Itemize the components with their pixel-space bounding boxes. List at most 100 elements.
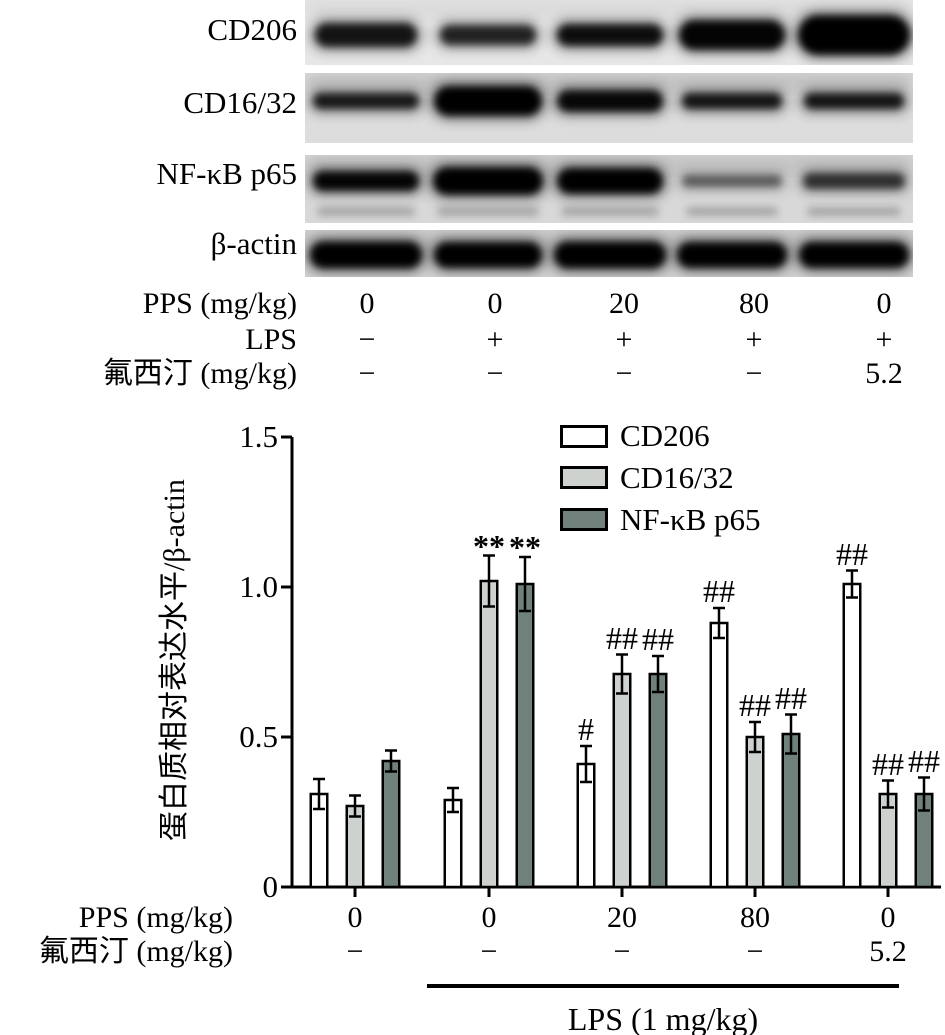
blot-band <box>682 93 782 109</box>
error-bar <box>713 606 725 640</box>
error-bar <box>846 569 858 599</box>
error-bar <box>483 554 495 608</box>
cond-flx-v3: − <box>615 357 633 390</box>
cond-lps-v4: + <box>745 323 763 356</box>
cond-flx-v1: − <box>358 357 376 390</box>
significance-annotation: # <box>578 711 594 747</box>
error-bar <box>385 749 397 773</box>
cond-row-pps-label: PPS (mg/kg) <box>142 287 297 320</box>
blot-band <box>433 167 543 195</box>
blot-band <box>677 242 787 268</box>
bar-CD16/32-g2 <box>612 672 632 889</box>
blot-band <box>434 242 542 268</box>
error-bar <box>313 777 325 811</box>
legend-label-cd206: CD206 <box>620 418 710 453</box>
legend-swatch-cd16-32 <box>560 466 608 489</box>
xrow-pps-label: PPS (mg/kg) <box>78 901 233 934</box>
blot-band-secondary <box>317 207 415 216</box>
xrow-pps-v1: 0 <box>347 901 363 934</box>
cond-flx-v4: − <box>745 357 763 390</box>
cond-pps-v2: 0 <box>487 287 503 320</box>
significance-annotation: ** <box>509 529 541 565</box>
error-bar <box>882 779 894 809</box>
cond-lps-v1: − <box>358 323 376 356</box>
blot-band <box>803 173 905 189</box>
bar-NF-κB p65-g3 <box>781 732 801 889</box>
blot-band <box>315 23 417 47</box>
cond-flx-v2: − <box>486 357 504 390</box>
blot-band <box>310 241 422 269</box>
error-bar <box>652 654 664 694</box>
blot-label-bactin: β-actin <box>210 226 297 261</box>
blot-band <box>799 242 909 268</box>
error-bar <box>580 744 592 784</box>
xrow-flx-v3: − <box>613 935 631 968</box>
cond-flx-v5: 5.2 <box>865 357 903 390</box>
blot-band <box>557 90 663 112</box>
xrow-flx-v2: − <box>480 935 498 968</box>
blot-band <box>679 20 785 50</box>
blot-band <box>798 15 910 55</box>
xrow-pps-v4: 80 <box>740 901 770 934</box>
significance-annotation: ## <box>739 687 771 723</box>
blot-band <box>434 86 542 116</box>
blot-band <box>682 175 782 187</box>
bar-CD16/32-g0 <box>345 804 365 889</box>
blot-label-cd16-32: CD16/32 <box>183 85 297 120</box>
bar-CD16/32-g1 <box>479 579 499 889</box>
significance-annotation: ## <box>642 621 674 657</box>
xrow-pps-v2: 0 <box>481 901 497 934</box>
legend-label-nfkb: NF-κB p65 <box>620 502 761 537</box>
bar-NF-κB p65-g2 <box>648 672 668 889</box>
significance-annotation: ## <box>908 742 940 779</box>
bar-CD16/32-g3 <box>745 735 765 889</box>
legend-swatch-cd206 <box>560 425 608 448</box>
blot-band <box>440 25 536 45</box>
blot-label-cd206: CD206 <box>207 12 297 47</box>
blot-band <box>313 171 419 191</box>
error-bar <box>519 555 531 613</box>
cond-row-flx-label: 氟西汀 (mg/kg) <box>102 357 297 390</box>
legend-label-cd16-32: CD16/32 <box>620 460 734 495</box>
bar-NF-κB p65-g1 <box>515 582 535 889</box>
blot-band <box>554 241 666 269</box>
error-bar <box>785 713 797 755</box>
lps-bracket-label: LPS (1 mg/kg) <box>567 1001 759 1035</box>
ytick-1-0: 1.0 <box>239 569 278 604</box>
cond-pps-v5: 0 <box>876 287 892 320</box>
xrow-pps-v3: 20 <box>607 901 637 934</box>
blot-band <box>804 93 904 109</box>
cond-lps-v5: + <box>875 323 893 356</box>
blot-label-nfkb: NF-κB p65 <box>156 156 298 191</box>
significance-annotation: ## <box>872 745 904 782</box>
cond-lps-v3: + <box>615 323 633 356</box>
significance-annotation: ## <box>775 679 807 716</box>
blot-band-secondary <box>807 207 901 216</box>
blot-strip-1 <box>305 73 913 143</box>
blot-band <box>313 93 419 109</box>
xrow-pps-v5: 0 <box>880 901 896 934</box>
legend-swatch-nfkb <box>560 508 608 531</box>
error-bar <box>616 653 628 695</box>
cond-row-lps-label: LPS <box>245 323 297 356</box>
bar-CD206-g4 <box>842 582 862 889</box>
error-bar <box>749 720 761 754</box>
blot-strip-2 <box>305 155 913 223</box>
error-bar <box>918 776 930 812</box>
significance-annotation: ## <box>606 619 638 656</box>
blot-band-secondary <box>561 207 659 216</box>
cond-pps-v1: 0 <box>359 287 375 320</box>
significance-annotation: ** <box>473 527 505 564</box>
blot-band <box>557 24 663 46</box>
cond-pps-v4: 80 <box>739 287 769 320</box>
bar-chart-canvas <box>281 435 941 988</box>
cond-lps-v2: + <box>486 323 504 356</box>
y-axis-title: 蛋白质相对表达水平/β-actin <box>158 479 191 841</box>
bar-CD206-g3 <box>709 621 729 889</box>
error-bar <box>447 786 459 814</box>
error-bar <box>349 794 361 818</box>
blot-strip-0 <box>305 0 913 65</box>
xrow-flx-label: 氟西汀 (mg/kg) <box>38 935 233 968</box>
ytick-0-5: 0.5 <box>239 719 278 754</box>
blot-band <box>557 168 663 194</box>
